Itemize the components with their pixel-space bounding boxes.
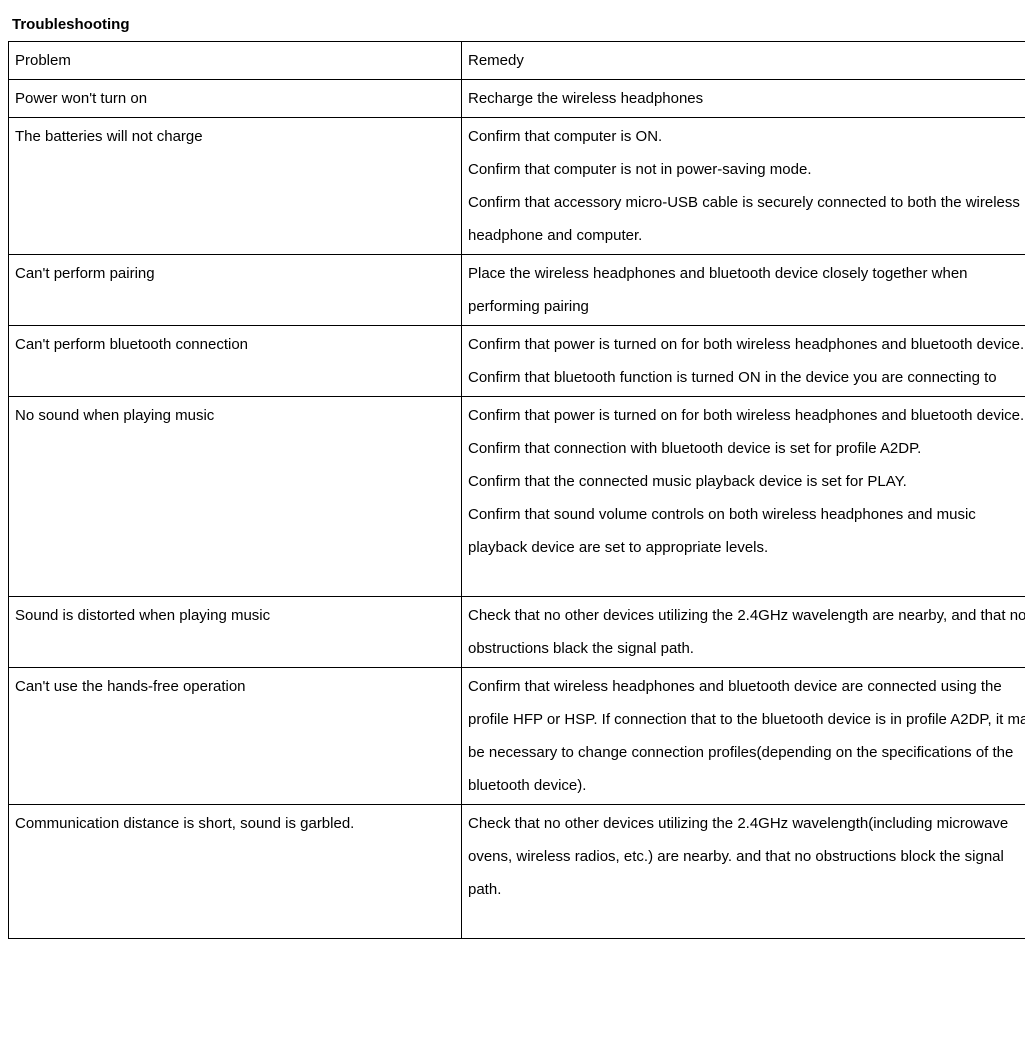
problem-cell: Power won't turn on: [9, 80, 462, 118]
remedy-cell: Check that no other devices utilizing th…: [462, 805, 1025, 939]
table-row: Sound is distorted when playing musicChe…: [9, 597, 1025, 668]
remedy-cell: Confirm that wireless headphones and blu…: [462, 668, 1025, 805]
remedy-line: Confirm that bluetooth function is turne…: [468, 361, 1025, 394]
problem-cell: Can't perform pairing: [9, 255, 462, 326]
remedy-line: Confirm that power is turned on for both…: [468, 399, 1025, 432]
trailing-space: [468, 906, 1025, 936]
remedy-cell: Recharge the wireless headphones: [462, 80, 1025, 118]
problem-cell: Can't perform bluetooth connection: [9, 326, 462, 397]
problem-cell: The batteries will not charge: [9, 118, 462, 255]
remedy-line: Confirm that sound volume controls on bo…: [468, 498, 1025, 564]
remedy-line: Confirm that the connected music playbac…: [468, 465, 1025, 498]
problem-cell: Sound is distorted when playing music: [9, 597, 462, 668]
remedy-line: Confirm that computer is not in power-sa…: [468, 153, 1025, 186]
remedy-line: Confirm that computer is ON.: [468, 120, 1025, 153]
table-row: Power won't turn onRecharge the wireless…: [9, 80, 1025, 118]
page-title: Troubleshooting: [8, 8, 1017, 41]
table-header-row: Problem Remedy: [9, 42, 1025, 80]
remedy-cell: Confirm that power is turned on for both…: [462, 326, 1025, 397]
table-row: No sound when playing musicConfirm that …: [9, 397, 1025, 597]
table-row: Can't use the hands-free operationConfir…: [9, 668, 1025, 805]
problem-cell: Can't use the hands-free operation: [9, 668, 462, 805]
remedy-cell: Place the wireless headphones and blueto…: [462, 255, 1025, 326]
remedy-cell: Check that no other devices utilizing th…: [462, 597, 1025, 668]
remedy-line: Confirm that connection with bluetooth d…: [468, 432, 1025, 465]
table-row: The batteries will not chargeConfirm tha…: [9, 118, 1025, 255]
trailing-space: [468, 564, 1025, 594]
problem-cell: No sound when playing music: [9, 397, 462, 597]
problem-cell: Communication distance is short, sound i…: [9, 805, 462, 939]
troubleshooting-table: Problem Remedy Power won't turn onRechar…: [8, 41, 1025, 939]
remedy-line: Place the wireless headphones and blueto…: [468, 257, 1025, 323]
table-row: Can't perform bluetooth connectionConfir…: [9, 326, 1025, 397]
remedy-line: Check that no other devices utilizing th…: [468, 599, 1025, 665]
remedy-line: Confirm that power is turned on for both…: [468, 328, 1025, 361]
remedy-line: Check that no other devices utilizing th…: [468, 807, 1025, 906]
header-remedy: Remedy: [462, 42, 1025, 80]
remedy-cell: Confirm that computer is ON.Confirm that…: [462, 118, 1025, 255]
remedy-line: Recharge the wireless headphones: [468, 82, 1025, 115]
header-problem: Problem: [9, 42, 462, 80]
remedy-line: Confirm that wireless headphones and blu…: [468, 670, 1025, 802]
remedy-cell: Confirm that power is turned on for both…: [462, 397, 1025, 597]
table-row: Can't perform pairingPlace the wireless …: [9, 255, 1025, 326]
remedy-line: Confirm that accessory micro-USB cable i…: [468, 186, 1025, 252]
table-row: Communication distance is short, sound i…: [9, 805, 1025, 939]
